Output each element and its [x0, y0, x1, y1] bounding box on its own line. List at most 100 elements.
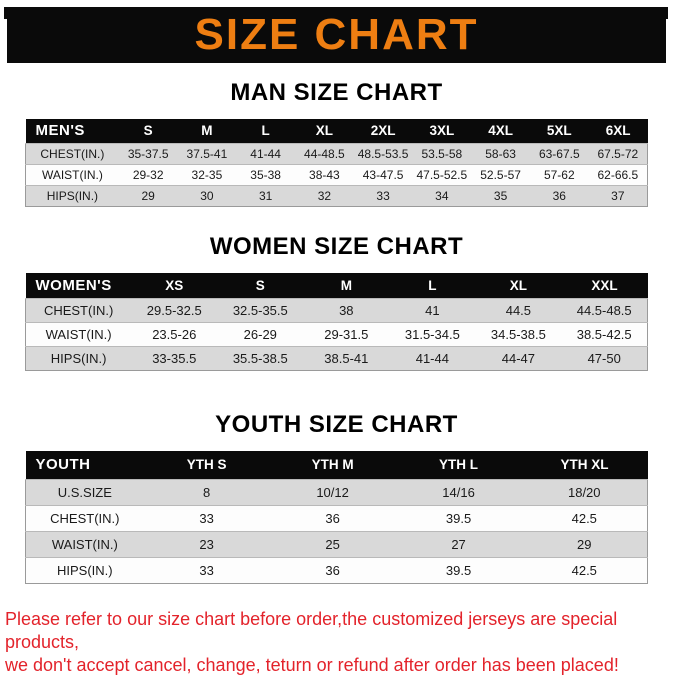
size-value: 32-35 [177, 163, 237, 185]
row-label: U.S.SIZE [25, 478, 144, 505]
size-value: 67.5-72 [588, 142, 648, 164]
corner-mark-right [653, 7, 668, 19]
size-column-header: 2XL [353, 119, 413, 143]
title-banner: SIZE CHART [7, 7, 666, 63]
row-label: WAIST(IN.) [25, 322, 132, 347]
size-value: 43-47.5 [353, 163, 413, 185]
size-value: 33 [143, 504, 270, 531]
size-value: 31.5-34.5 [389, 322, 476, 347]
row-label: HIPS(IN.) [25, 184, 119, 206]
table-row: HIPS(IN.) 33 36 39.5 42.5 [25, 556, 648, 583]
size-value: 36 [529, 184, 589, 206]
table-row: CHEST(IN.) 33 36 39.5 42.5 [25, 504, 648, 531]
size-value: 38-43 [295, 163, 354, 185]
size-value: 47-50 [561, 346, 648, 371]
size-value: 29-31.5 [303, 322, 390, 347]
size-value: 38.5-41 [303, 346, 390, 371]
size-value: 39.5 [395, 504, 522, 531]
table-row: HIPS(IN.) 33-35.5 35.5-38.5 38.5-41 41-44 44-… [25, 346, 648, 371]
row-label: CHEST(IN.) [25, 298, 132, 323]
row-label-header: WOMEN'S [25, 272, 132, 299]
size-column-header: XL [295, 119, 354, 143]
row-label: CHEST(IN.) [25, 504, 144, 531]
size-column-header: 6XL [588, 119, 648, 143]
size-column-header: L [389, 272, 476, 299]
size-column-header: 4XL [471, 119, 530, 143]
size-value: 23.5-26 [131, 322, 218, 347]
women-size-table: WOMEN'S XS S M L XL XXL CHEST(IN.) 29.5-32.5 32.5… [25, 272, 648, 372]
size-column-header: XL [475, 272, 562, 299]
row-label-header: MEN'S [25, 119, 119, 143]
size-column-header: YTH L [395, 451, 522, 479]
man-size-chart-title: MAN SIZE CHART [230, 79, 443, 106]
row-label: WAIST(IN.) [25, 530, 144, 557]
size-column-header: YTH XL [521, 451, 648, 479]
size-value: 35-37.5 [118, 142, 178, 164]
size-value: 29-32 [118, 163, 178, 185]
size-value: 44.5-48.5 [561, 298, 648, 323]
size-value: 58-63 [471, 142, 530, 164]
size-value: 29 [118, 184, 178, 206]
size-value: 41-44 [389, 346, 476, 371]
corner-mark-left [4, 7, 19, 19]
size-value: 38.5-42.5 [561, 322, 648, 347]
size-value: 29.5-32.5 [131, 298, 218, 323]
size-value: 44.5 [475, 298, 562, 323]
table-row: CHEST(IN.) 29.5-32.5 32.5-35.5 38 41 44.5 44.5… [25, 298, 648, 323]
row-label: HIPS(IN.) [25, 556, 144, 583]
footer-note: Please refer to our size chart before or… [0, 608, 673, 677]
row-label: CHEST(IN.) [25, 142, 119, 164]
size-column-header: M [303, 272, 390, 299]
size-value: 23 [143, 530, 270, 557]
size-value: 41 [389, 298, 476, 323]
size-value: 36 [269, 504, 396, 531]
size-value: 35 [471, 184, 530, 206]
youth-size-table: YOUTH YTH S YTH M YTH L YTH XL U.S.SIZE 8 10/12… [25, 451, 648, 584]
size-value: 33-35.5 [131, 346, 218, 371]
size-value: 26-29 [217, 322, 304, 347]
size-value: 53.5-58 [412, 142, 472, 164]
size-value: 57-62 [529, 163, 589, 185]
size-value: 10/12 [269, 478, 396, 505]
table-row: CHEST(IN.) 35-37.5 37.5-41 41-44 44-48.5 48.5… [25, 142, 648, 164]
size-value: 18/20 [521, 478, 648, 505]
size-value: 42.5 [521, 556, 648, 583]
size-value: 47.5-52.5 [412, 163, 472, 185]
size-column-header: L [236, 119, 295, 143]
row-label: WAIST(IN.) [25, 163, 119, 185]
size-value: 31 [236, 184, 295, 206]
table-row: WAIST(IN.) 29-32 32-35 35-38 38-43 43-47.5 47.… [25, 163, 648, 185]
size-value: 62-66.5 [588, 163, 648, 185]
size-column-header: YTH S [143, 451, 270, 479]
size-value: 30 [177, 184, 237, 206]
women-size-chart-title: WOMEN SIZE CHART [209, 232, 464, 260]
size-value: 39.5 [395, 556, 522, 583]
size-value: 34 [412, 184, 472, 206]
size-value: 63-67.5 [529, 142, 589, 164]
size-value: 42.5 [521, 504, 648, 531]
table-header-row: YOUTH YTH S YTH M YTH L YTH XL [25, 451, 648, 479]
youth-size-chart-title: YOUTH SIZE CHART [215, 411, 458, 438]
size-value: 32 [295, 184, 354, 206]
size-column-header: XXL [561, 272, 648, 299]
size-value: 32.5-35.5 [217, 298, 304, 323]
table-row: WAIST(IN.) 23.5-26 26-29 29-31.5 31.5-34.5 34… [25, 322, 648, 347]
size-value: 37 [588, 184, 648, 206]
size-value: 48.5-53.5 [353, 142, 413, 164]
size-value: 44-48.5 [295, 142, 354, 164]
size-value: 37.5-41 [177, 142, 237, 164]
size-value: 38 [303, 298, 390, 323]
size-value: 34.5-38.5 [475, 322, 562, 347]
size-value: 14/16 [395, 478, 522, 505]
footer-line-2: we don't accept cancel, change, teturn o… [5, 654, 619, 675]
table-header-row: WOMEN'S XS S M L XL XXL [25, 272, 648, 299]
size-value: 36 [269, 556, 396, 583]
size-value: 8 [143, 478, 270, 505]
table-header-row: MEN'S S M L XL 2XL 3XL 4XL 5XL 6XL [25, 119, 648, 143]
table-row: U.S.SIZE 8 10/12 14/16 18/20 [25, 478, 648, 505]
size-value: 29 [521, 530, 648, 557]
man-size-table: MEN'S S M L XL 2XL 3XL 4XL 5XL 6XL CHEST(IN.) 35-37… [25, 119, 648, 207]
table-row: WAIST(IN.) 23 25 27 29 [25, 530, 648, 557]
size-value: 33 [353, 184, 413, 206]
row-label-header: YOUTH [25, 451, 144, 479]
